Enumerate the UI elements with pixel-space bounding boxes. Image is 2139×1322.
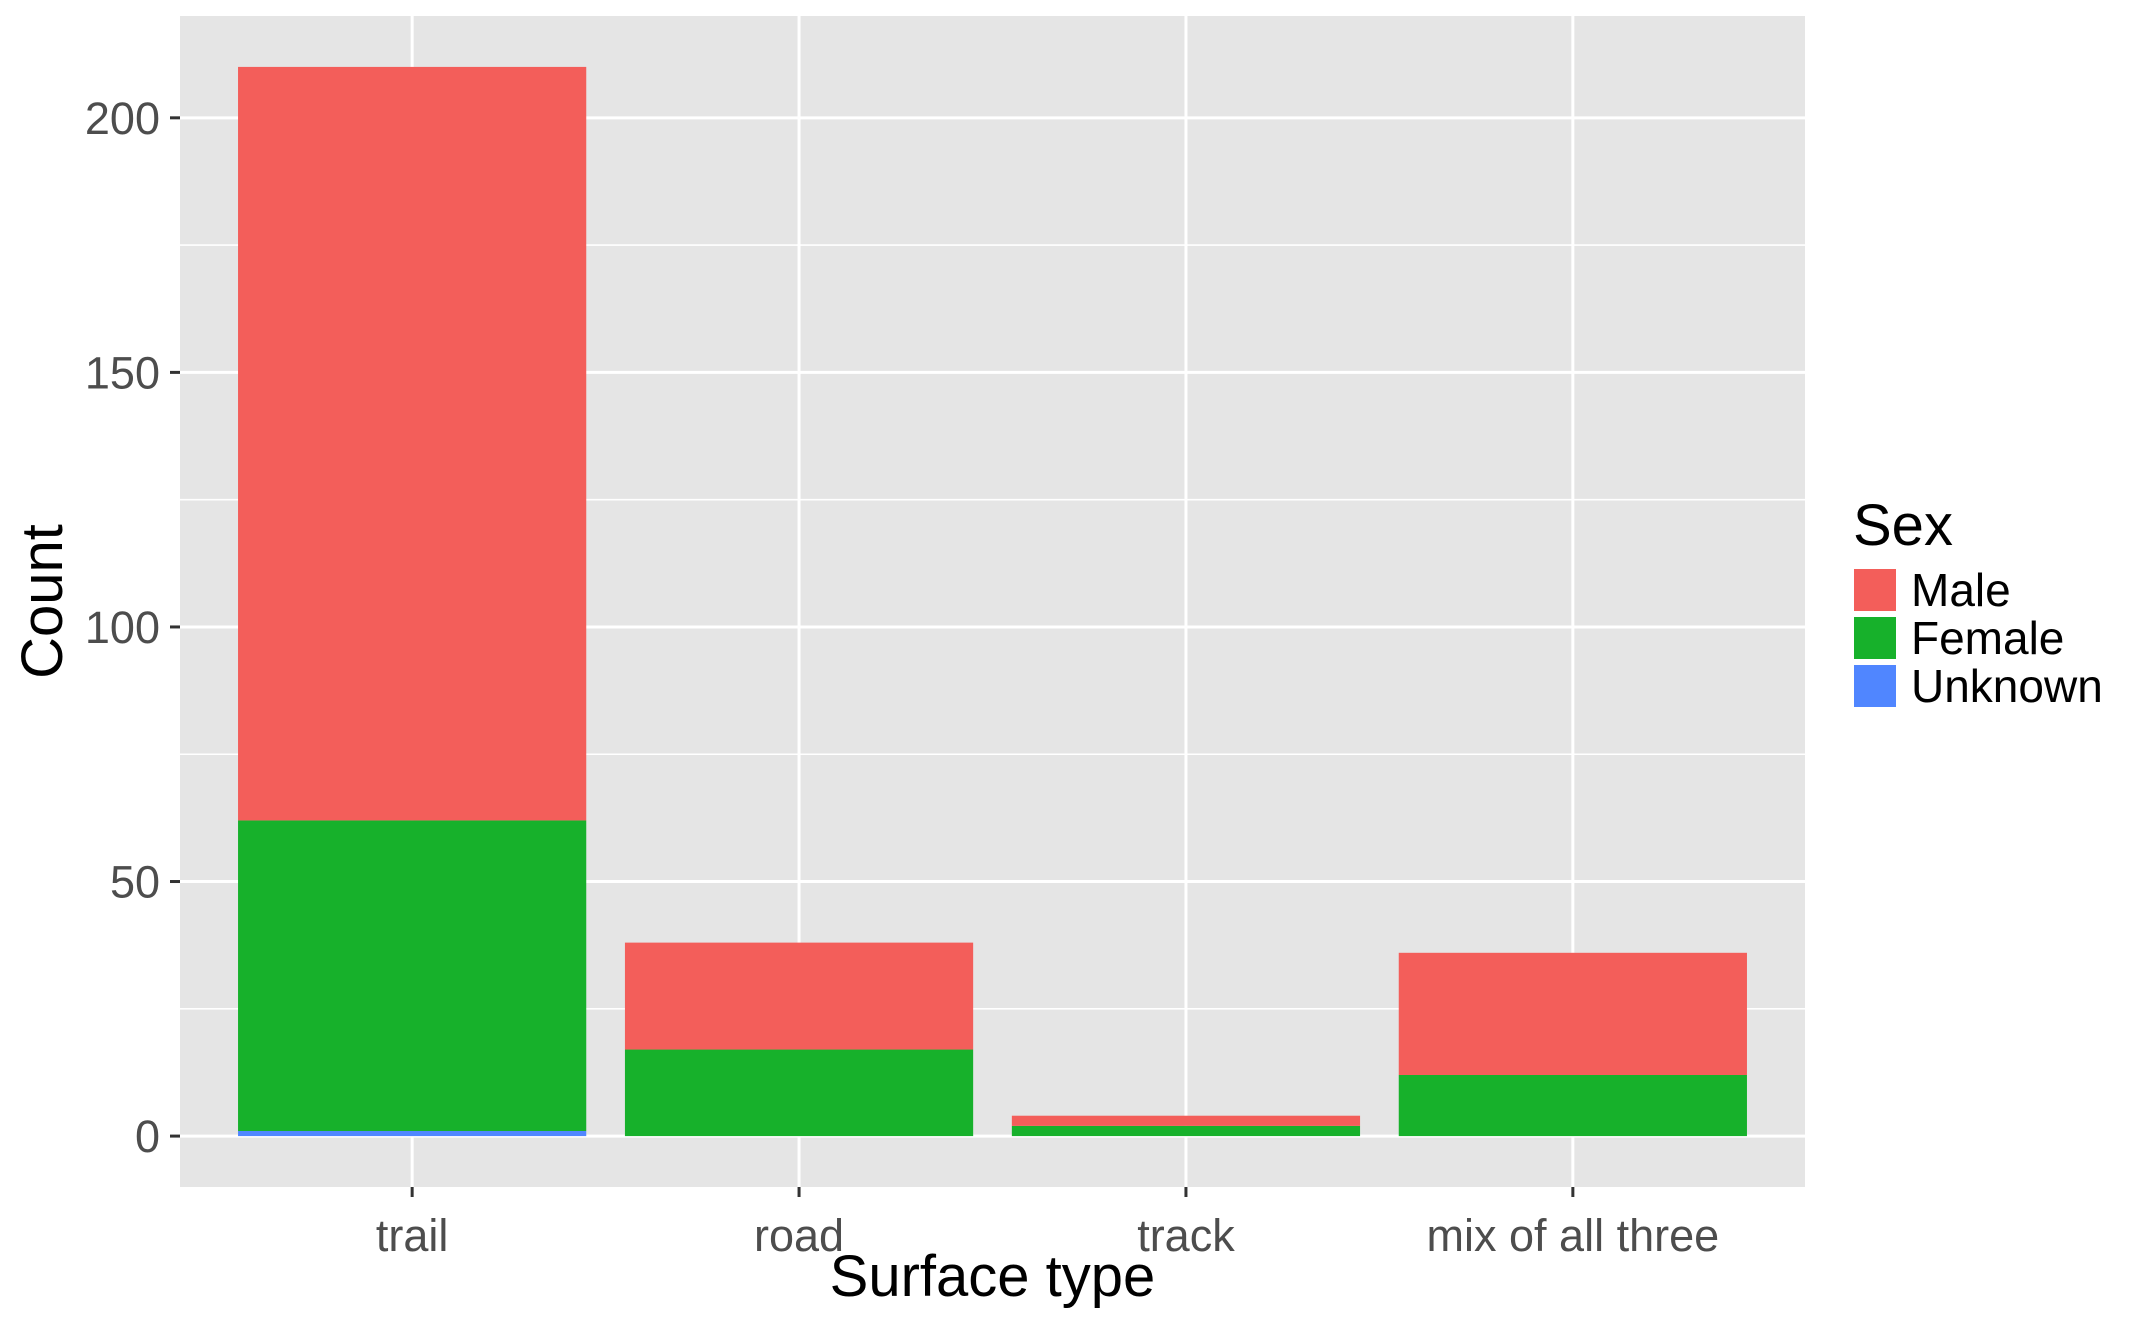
legend-label-male: Male	[1911, 564, 2011, 616]
y-tick-label: 150	[85, 347, 160, 398]
bar-segment-female-trail	[238, 820, 587, 1131]
legend-key-female	[1852, 615, 1898, 661]
y-tick-label: 50	[110, 857, 160, 908]
bar-segment-female-track	[1011, 1125, 1361, 1137]
legend-label-unknown: Unknown	[1911, 660, 2103, 712]
x-axis-title: Surface type	[830, 1244, 1156, 1309]
bar-segment-female-road	[624, 1049, 974, 1137]
bar-segment-male-track	[1011, 1115, 1361, 1126]
bar-stacks	[238, 66, 1747, 1137]
y-axis-title: Count	[10, 524, 75, 679]
x-tick-label: mix of all three	[1427, 1210, 1720, 1261]
bar-segment-male-trail	[238, 66, 587, 821]
x-axis-ticks: trail road track mix of all three	[376, 1187, 1719, 1261]
bar-segment-unknown-trail	[238, 1130, 587, 1137]
x-tick-label: road	[754, 1210, 844, 1261]
y-tick-label: 100	[85, 602, 160, 653]
legend-key-unknown	[1852, 663, 1898, 709]
bar-segment-male-road	[624, 942, 974, 1050]
legend-title: Sex	[1853, 493, 1953, 558]
y-tick-label: 0	[135, 1111, 160, 1162]
bar-segment-male-mix-of-all-three	[1398, 952, 1747, 1075]
x-tick-label: trail	[376, 1210, 449, 1261]
x-tick-label: track	[1137, 1210, 1235, 1261]
y-axis-ticks: 0 50 100 150 200	[85, 93, 180, 1162]
legend-label-female: Female	[1911, 612, 2064, 664]
legend-key-male	[1852, 567, 1898, 613]
bar-segment-female-mix-of-all-three	[1398, 1074, 1747, 1137]
y-tick-label: 200	[85, 93, 160, 144]
